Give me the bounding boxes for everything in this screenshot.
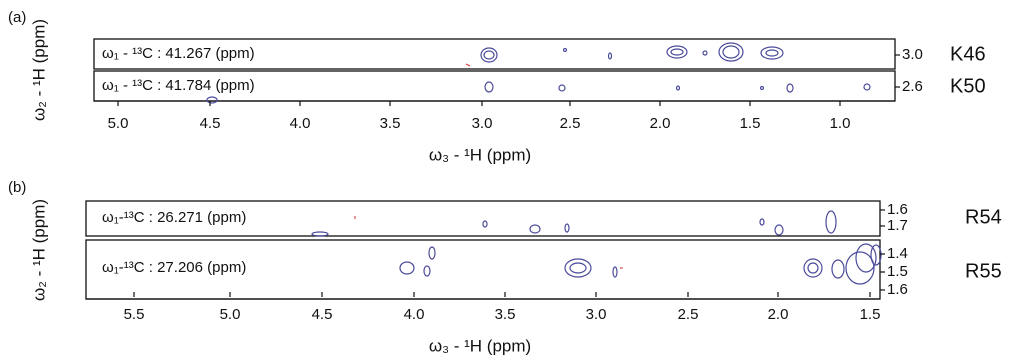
x-tick-label: 1.5 — [860, 306, 881, 323]
y-tick-label: 1.7 — [887, 217, 908, 234]
strip-box — [93, 38, 896, 70]
residue-label: R54 — [965, 206, 1002, 228]
x-axis-label: ω₃ - ¹H (ppm) — [429, 145, 531, 164]
x-tick-label: 3.0 — [586, 306, 607, 323]
contours — [311, 210, 882, 285]
x-tick-label: 3.5 — [495, 306, 516, 323]
y-tick-label: 3.0 — [902, 46, 923, 63]
contours — [206, 42, 871, 104]
strip-title: ω₁-¹³C : 26.271 (ppm) — [102, 209, 246, 226]
x-tick-label: 2.5 — [560, 115, 581, 132]
x-tick-label: 4.0 — [404, 306, 425, 323]
y-tick-label: 1.4 — [887, 245, 908, 262]
residue-label: K50 — [950, 75, 986, 97]
strip-title: ω₁-¹³C : 27.206 (ppm) — [102, 259, 246, 276]
decor — [85, 38, 896, 300]
residue-label: R55 — [965, 260, 1002, 282]
x-tick-label: 3.5 — [380, 115, 401, 132]
x-tick-label: 4.5 — [200, 115, 221, 132]
x-tick-label: 2.0 — [650, 115, 671, 132]
x-tick-label: 4.5 — [312, 306, 333, 323]
y-tick-label: 1.5 — [887, 263, 908, 280]
x-tick-label: 5.5 — [124, 306, 145, 323]
strip-title: ω₁ - ¹³C : 41.267 (ppm) — [102, 45, 255, 62]
y-axis-label: ω₂ - ¹H (ppm) — [29, 19, 48, 121]
x-tick-label: 5.0 — [108, 115, 129, 132]
x-tick-label: 5.0 — [220, 306, 241, 323]
x-tick-label: 1.0 — [830, 115, 851, 132]
strip-box — [85, 200, 881, 237]
y-tick-label: 1.6 — [887, 201, 908, 218]
residue-label: K46 — [950, 43, 986, 65]
panel-label: (b) — [8, 179, 26, 196]
x-tick-label: 4.0 — [290, 115, 311, 132]
y-axis-label: ω₂ - ¹H (ppm) — [29, 199, 48, 301]
x-axis-label: ω₃ - ¹H (ppm) — [429, 336, 531, 355]
y-tick-label: 2.6 — [902, 78, 923, 95]
x-tick-label: 2.0 — [768, 306, 789, 323]
x-tick-label: 2.5 — [678, 306, 699, 323]
panel-label: (a) — [8, 9, 26, 26]
labels: (a)ω₂ - ¹H (ppm)ω₃ - ¹H (ppm)5.0 4.5 4.0 3.… — [8, 9, 1002, 356]
x-tick-label: 1.5 — [740, 115, 761, 132]
y-tick-label: 1.6 — [887, 281, 908, 298]
strip-title: ω₁ - ¹³C : 41.784 (ppm) — [102, 77, 255, 94]
x-tick-label: 3.0 — [472, 115, 493, 132]
